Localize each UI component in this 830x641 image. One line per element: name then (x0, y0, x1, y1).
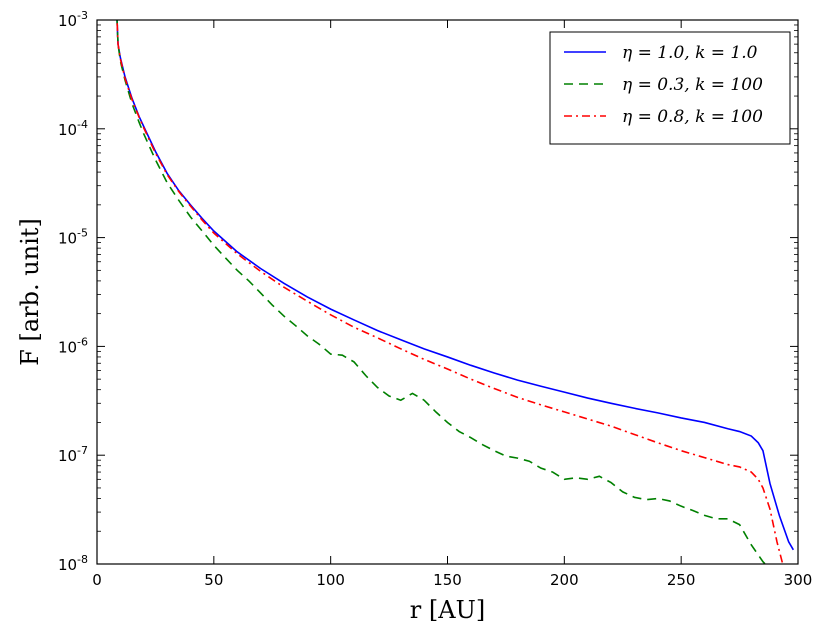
x-tick-label: 250 (667, 571, 696, 589)
legend: η = 1.0, k = 1.0 η = 0.3, k = 100 η = 0.8,… (549, 31, 791, 145)
y-tick-label: 10-3 (58, 9, 88, 30)
x-tick-label: 100 (316, 571, 345, 589)
y-tick-label: 10-4 (58, 118, 88, 139)
legend-label-3: η = 0.8, k = 100 (622, 107, 763, 127)
x-tick-label: 50 (204, 571, 223, 589)
series-line-2 (116, 20, 767, 564)
y-tick-label: 10-7 (58, 444, 88, 465)
y-tick-label: 10-6 (58, 335, 88, 356)
series-line-3 (116, 20, 784, 564)
legend-label-1: η = 1.0, k = 1.0 (622, 43, 758, 63)
x-tick-label: 150 (433, 571, 462, 589)
y-tick-label: 10-8 (58, 553, 88, 574)
x-tick-label: 0 (92, 571, 102, 589)
series-line-1 (116, 20, 795, 551)
x-axis-label: r [AU] (410, 596, 485, 624)
ticks-layer (96, 19, 799, 565)
legend-label-2: η = 0.3, k = 100 (622, 75, 763, 95)
x-tick-label: 300 (784, 571, 813, 589)
series-layer (116, 20, 795, 564)
y-axis-label: F [arb. unit] (16, 218, 44, 366)
legend-frame (549, 31, 791, 145)
x-tick-label: 200 (550, 571, 579, 589)
labels-layer: 0 50 100 150 200 250 300 10-8 10-7 10-6 10-5 10-4 10… (16, 9, 812, 624)
y-tick-label: 10-5 (58, 227, 88, 248)
